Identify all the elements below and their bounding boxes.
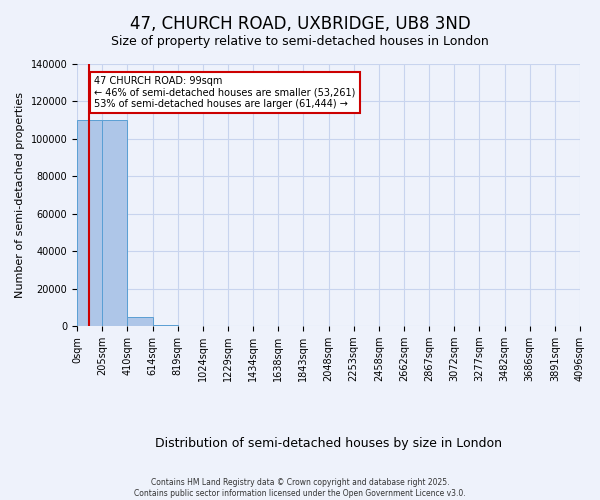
Text: Size of property relative to semi-detached houses in London: Size of property relative to semi-detach… [111, 35, 489, 48]
Bar [102, 120, 127, 326]
Bar [127, 316, 152, 326]
Text: 47 CHURCH ROAD: 99sqm
← 46% of semi-detached houses are smaller (53,261)
53% of : 47 CHURCH ROAD: 99sqm ← 46% of semi-deta… [94, 76, 356, 110]
Text: 47, CHURCH ROAD, UXBRIDGE, UB8 3ND: 47, CHURCH ROAD, UXBRIDGE, UB8 3ND [130, 15, 470, 33]
Text: Contains HM Land Registry data © Crown copyright and database right 2025.
Contai: Contains HM Land Registry data © Crown c… [134, 478, 466, 498]
Y-axis label: Number of semi-detached properties: Number of semi-detached properties [15, 92, 25, 298]
Bar [77, 120, 102, 326]
X-axis label: Distribution of semi-detached houses by size in London: Distribution of semi-detached houses by … [155, 437, 502, 450]
